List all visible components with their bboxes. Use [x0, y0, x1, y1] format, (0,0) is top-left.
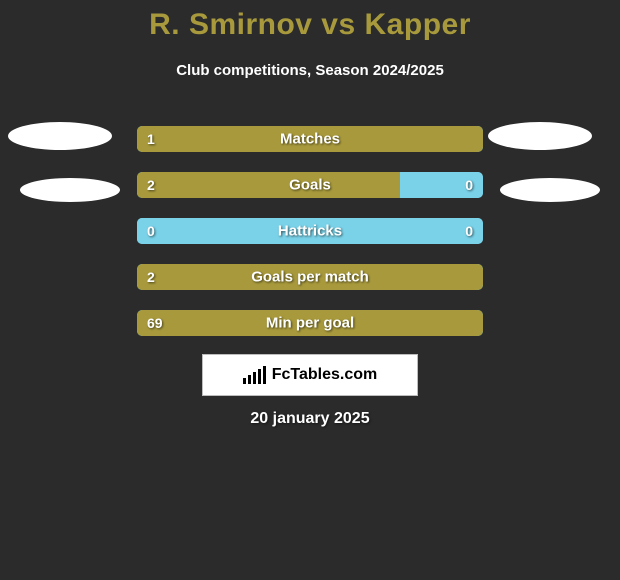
bar-segment-player1 [137, 172, 400, 198]
decor-ellipse-right-bottom [500, 178, 600, 202]
bar-value-left: 69 [147, 315, 163, 331]
bar-row: 2 Goals per match [137, 264, 483, 290]
bar-row: 2 0 Goals [137, 172, 483, 198]
subtitle: Club competitions, Season 2024/2025 [0, 62, 620, 79]
bar-label: Goals per match [251, 269, 369, 286]
chart-container: R. Smirnov vs Kapper Club competitions, … [0, 0, 620, 580]
bar-value-left: 1 [147, 131, 155, 147]
logo-box: FcTables.com [202, 354, 418, 396]
bar-value-left: 0 [147, 223, 155, 239]
logo-bars-icon [243, 366, 266, 384]
bar-row: 69 Min per goal [137, 310, 483, 336]
bar-label: Goals [289, 177, 331, 194]
bar-value-right: 0 [465, 223, 473, 239]
bar-label: Min per goal [266, 315, 354, 332]
logo-text: FcTables.com [272, 366, 378, 384]
bar-label: Hattricks [278, 223, 342, 240]
bar-value-left: 2 [147, 177, 155, 193]
decor-ellipse-left-top [8, 122, 112, 150]
bar-value-right: 0 [465, 177, 473, 193]
decor-ellipse-left-bottom [20, 178, 120, 202]
bar-row: 1 Matches [137, 126, 483, 152]
decor-ellipse-right-top [488, 122, 592, 150]
date-text: 20 january 2025 [250, 410, 369, 428]
comparison-bars: 1 Matches 2 0 Goals 0 0 Hattricks 2 Goals per mat… [137, 126, 483, 336]
bar-label: Matches [280, 131, 340, 148]
bar-row: 0 0 Hattricks [137, 218, 483, 244]
bar-value-left: 2 [147, 269, 155, 285]
page-title: R. Smirnov vs Kapper [0, 0, 620, 42]
